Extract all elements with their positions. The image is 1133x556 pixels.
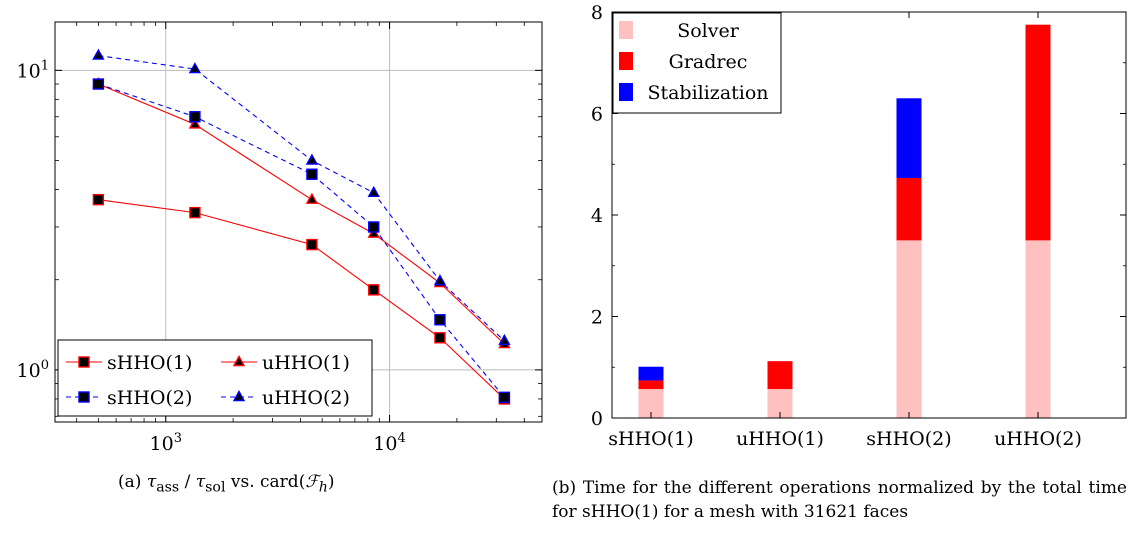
- data-point-shho-1: [92, 193, 105, 206]
- bar-gradrec: [767, 361, 793, 390]
- data-point-shho-2: [368, 221, 380, 233]
- y-tick-label: 4: [591, 205, 603, 227]
- bar-gradrec: [638, 380, 664, 390]
- legend-b: Solver Gradrec Stabilization: [612, 12, 782, 114]
- data-point-shho-1: [306, 238, 318, 251]
- bar-gradrec: [896, 177, 922, 241]
- bar-gradrec: [1025, 24, 1051, 241]
- data-point-shho-2: [498, 391, 511, 404]
- x-tick-label: uHHO(2): [994, 428, 1082, 450]
- x-tick-label: 103: [150, 431, 182, 455]
- x-tick-label: sHHO(2): [866, 428, 951, 450]
- x-tick-label: sHHO(1): [608, 428, 693, 450]
- legend-label-shho-1: sHHO(1): [107, 352, 192, 374]
- x-tick-label: 104: [373, 431, 405, 455]
- bar-stabilization: [638, 366, 664, 381]
- legend-label-solver: Solver: [677, 20, 740, 42]
- legend-marker-uhho-1: [232, 355, 246, 367]
- series-line-shho-1: [98, 199, 505, 400]
- legend-label-gradrec: Gradrec: [669, 51, 748, 73]
- plot-frame: [54, 21, 543, 423]
- data-point-uhho-2: [305, 153, 319, 165]
- data-point-uhho-2: [498, 333, 511, 346]
- data-point-uhho-2: [92, 48, 105, 60]
- legend-swatch-stabilization: [619, 83, 633, 101]
- legend-marker-uhho-2: [232, 390, 246, 402]
- y-tick-label: 6: [591, 104, 603, 126]
- legend-label-shho-2: sHHO(2): [107, 387, 192, 409]
- bar-solver: [896, 240, 922, 418]
- legend-marker-shho-1: [78, 356, 90, 368]
- series-line-uhho-2: [98, 55, 505, 342]
- data-point-uhho-2: [433, 274, 447, 286]
- data-point-shho-2: [189, 111, 201, 123]
- data-point-shho-2: [434, 314, 446, 326]
- legend-label-stabilization: Stabilization: [647, 82, 768, 104]
- legend-a: sHHO(1) uHHO(1) sHHO(2) uHHO(2): [57, 339, 373, 417]
- legend-label-uhho-1: uHHO(1): [262, 352, 350, 374]
- legend-box: [57, 339, 373, 417]
- series-line-shho-2: [98, 83, 505, 398]
- y-tick-label: 101: [17, 58, 49, 82]
- data-point-uhho-2: [188, 62, 202, 74]
- data-point-shho-1: [434, 332, 446, 344]
- legend-label-uhho-2: uHHO(2): [262, 387, 350, 409]
- data-point-uhho-2: [367, 185, 380, 198]
- chart-a: 103 104 100 101 sHHO(1) uHHO(1) sHHO(2) uHHO(2): [17, 21, 543, 455]
- data-point-shho-1: [368, 284, 380, 296]
- data-point-uhho-1: [305, 192, 319, 204]
- legend-swatch-gradrec: [619, 52, 633, 70]
- bar-stabilization: [896, 98, 922, 178]
- data-point-uhho-1: [188, 117, 202, 129]
- series-line-uhho-1: [98, 83, 505, 345]
- data-point-shho-2: [306, 168, 318, 180]
- caption-a: (a) τass / τsol vs. card(ℱh): [118, 472, 335, 496]
- chart-b: 0 2 4 6 8 sHHO(1) uHHO(1) sHHO(2) uHHO(2) Solver G…: [591, 2, 1127, 450]
- data-point-shho-1: [189, 206, 201, 219]
- bar-solver: [1025, 240, 1051, 418]
- x-tick-label: uHHO(1): [736, 428, 824, 450]
- y-tick-label: 100: [17, 358, 49, 382]
- legend-swatch-solver: [619, 21, 633, 39]
- y-tick-label: 8: [591, 2, 603, 24]
- y-tick-label: 2: [591, 307, 603, 329]
- legend-box: [612, 12, 782, 114]
- plot-frame: [611, 11, 1127, 419]
- caption-b: (b) Time for the different operations no…: [552, 478, 1127, 522]
- data-point-shho-2: [92, 78, 105, 90]
- legend-marker-shho-2: [78, 391, 90, 403]
- y-tick-label: 0: [591, 408, 603, 430]
